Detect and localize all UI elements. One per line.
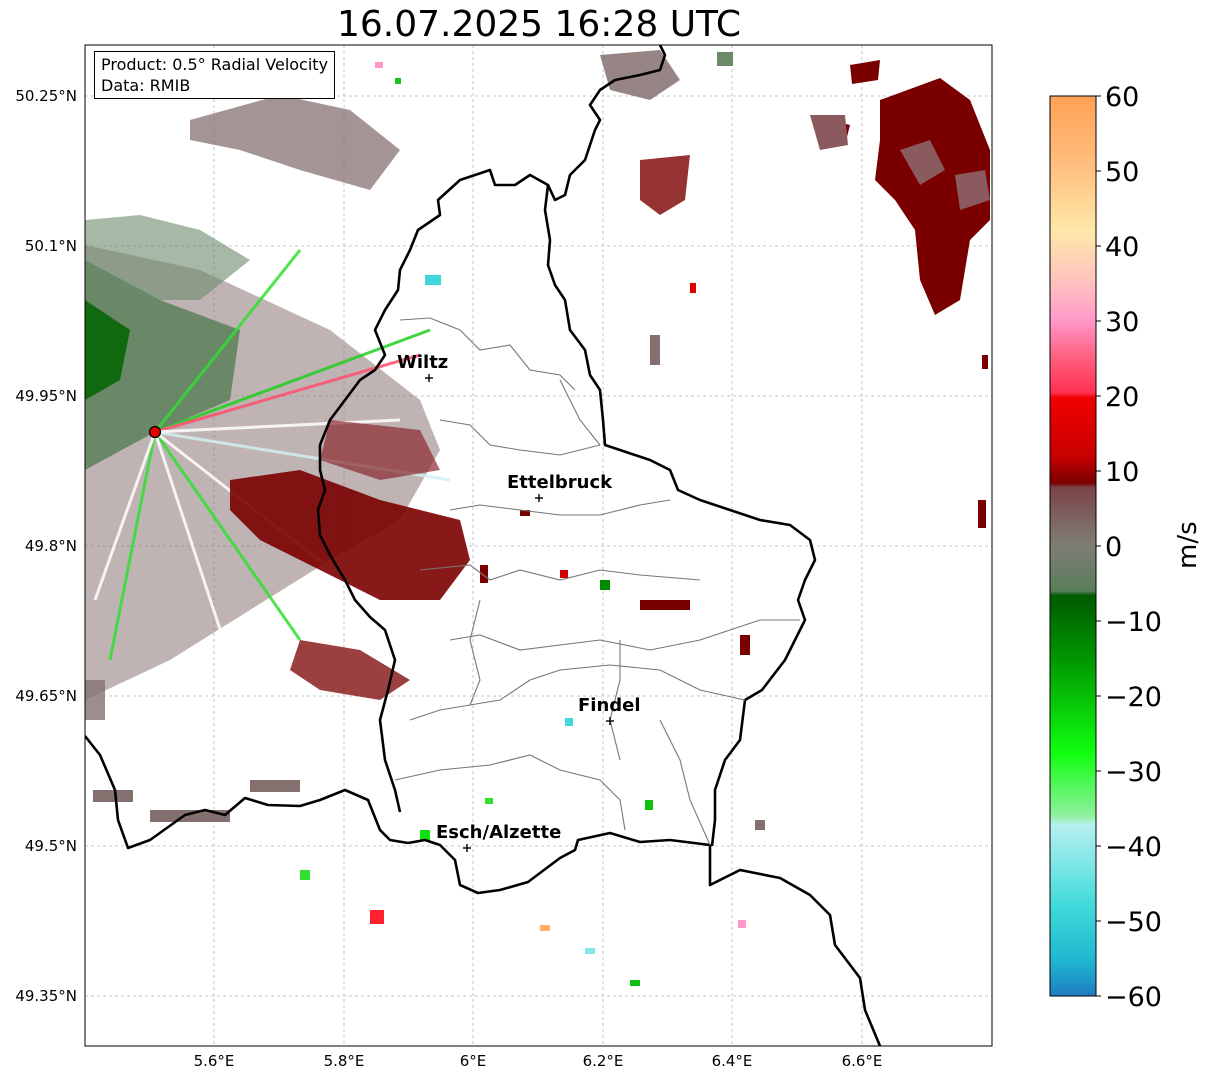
lon-tick-label: 6.4°E — [712, 1052, 753, 1070]
colorbar-tick-label: −10 — [1105, 607, 1162, 638]
colorbar-tick-label: −50 — [1105, 907, 1162, 938]
lat-tick-label: 49.35°N — [15, 987, 77, 1005]
colorbar-tick-label: −20 — [1105, 682, 1162, 713]
colorbar-tick-label: −60 — [1105, 982, 1162, 1013]
radar-site-marker[interactable] — [148, 425, 162, 439]
lat-tick-label: 49.65°N — [15, 687, 77, 705]
colorbar — [1049, 95, 1097, 997]
city-label-wiltz: Wiltz — [397, 352, 448, 373]
colorbar-tick-label: 60 — [1105, 82, 1139, 113]
colorbar-tick-label: 40 — [1105, 232, 1139, 263]
lat-tick-label: 49.5°N — [25, 837, 77, 855]
lon-tick-label: 6.2°E — [583, 1052, 624, 1070]
lat-tick-label: 50.1°N — [25, 237, 77, 255]
colorbar-tick-label: −30 — [1105, 757, 1162, 788]
lat-tick-label: 49.8°N — [25, 537, 77, 555]
city-marker-findel — [606, 717, 614, 725]
lat-tick-label: 50.25°N — [15, 87, 77, 105]
colorbar-ticks — [1096, 95, 1101, 997]
city-marker-esch — [463, 844, 471, 852]
city-marker-wiltz — [425, 374, 433, 382]
colorbar-tick-label: 0 — [1105, 532, 1122, 563]
map-title: 16.07.2025 16:28 UTC — [336, 4, 742, 45]
city-marker-ettelbruck — [535, 494, 543, 502]
city-label-ettelbruck: Ettelbruck — [507, 472, 613, 493]
colorbar-unit-label: m/s — [1173, 521, 1203, 569]
data-source-label: Data: RMIB — [101, 76, 191, 95]
product-info-box: Product: 0.5° Radial Velocity Data: RMIB — [94, 51, 336, 99]
city-label-esch: Esch/Alzette — [436, 822, 561, 843]
lat-tick-label: 49.95°N — [15, 387, 77, 405]
product-label: Product: 0.5° Radial Velocity — [101, 55, 329, 74]
city-label-findel: Findel — [578, 695, 641, 716]
colorbar-tick-label: −40 — [1105, 832, 1162, 863]
lon-tick-label: 6°E — [460, 1052, 487, 1070]
lon-tick-label: 5.8°E — [324, 1052, 365, 1070]
colorbar-tick-label: 30 — [1105, 307, 1139, 338]
colorbar-tick-label: 20 — [1105, 382, 1139, 413]
plot-frame — [84, 44, 993, 1047]
lon-tick-label: 5.6°E — [194, 1052, 235, 1070]
colorbar-tick-label: 10 — [1105, 457, 1139, 488]
colorbar-tick-label: 50 — [1105, 157, 1139, 188]
city-markers — [425, 374, 614, 852]
radar-velocity-field — [85, 50, 990, 986]
canton-borders — [394, 317, 800, 846]
lon-tick-label: 6.6°E — [842, 1052, 883, 1070]
national-borders — [85, 45, 882, 1046]
